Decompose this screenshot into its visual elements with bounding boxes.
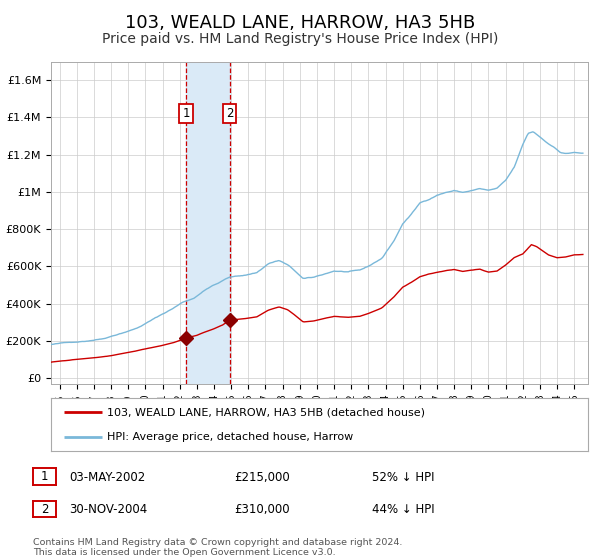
- Text: Contains HM Land Registry data © Crown copyright and database right 2024.
This d: Contains HM Land Registry data © Crown c…: [33, 538, 403, 557]
- Text: £215,000: £215,000: [234, 470, 290, 484]
- Text: 44% ↓ HPI: 44% ↓ HPI: [372, 503, 434, 516]
- Text: 30-NOV-2004: 30-NOV-2004: [69, 503, 147, 516]
- Bar: [186, 62, 230, 384]
- Text: Price paid vs. HM Land Registry's House Price Index (HPI): Price paid vs. HM Land Registry's House …: [102, 32, 498, 46]
- Text: 2: 2: [226, 108, 233, 120]
- Text: 52% ↓ HPI: 52% ↓ HPI: [372, 470, 434, 484]
- Text: 1: 1: [41, 470, 48, 483]
- Text: 103, WEALD LANE, HARROW, HA3 5HB: 103, WEALD LANE, HARROW, HA3 5HB: [125, 14, 475, 32]
- Text: £310,000: £310,000: [234, 503, 290, 516]
- Text: 1: 1: [182, 108, 190, 120]
- Text: 2: 2: [41, 502, 48, 516]
- Text: HPI: Average price, detached house, Harrow: HPI: Average price, detached house, Harr…: [107, 432, 353, 442]
- Text: 103, WEALD LANE, HARROW, HA3 5HB (detached house): 103, WEALD LANE, HARROW, HA3 5HB (detach…: [107, 408, 425, 418]
- Text: 03-MAY-2002: 03-MAY-2002: [69, 470, 145, 484]
